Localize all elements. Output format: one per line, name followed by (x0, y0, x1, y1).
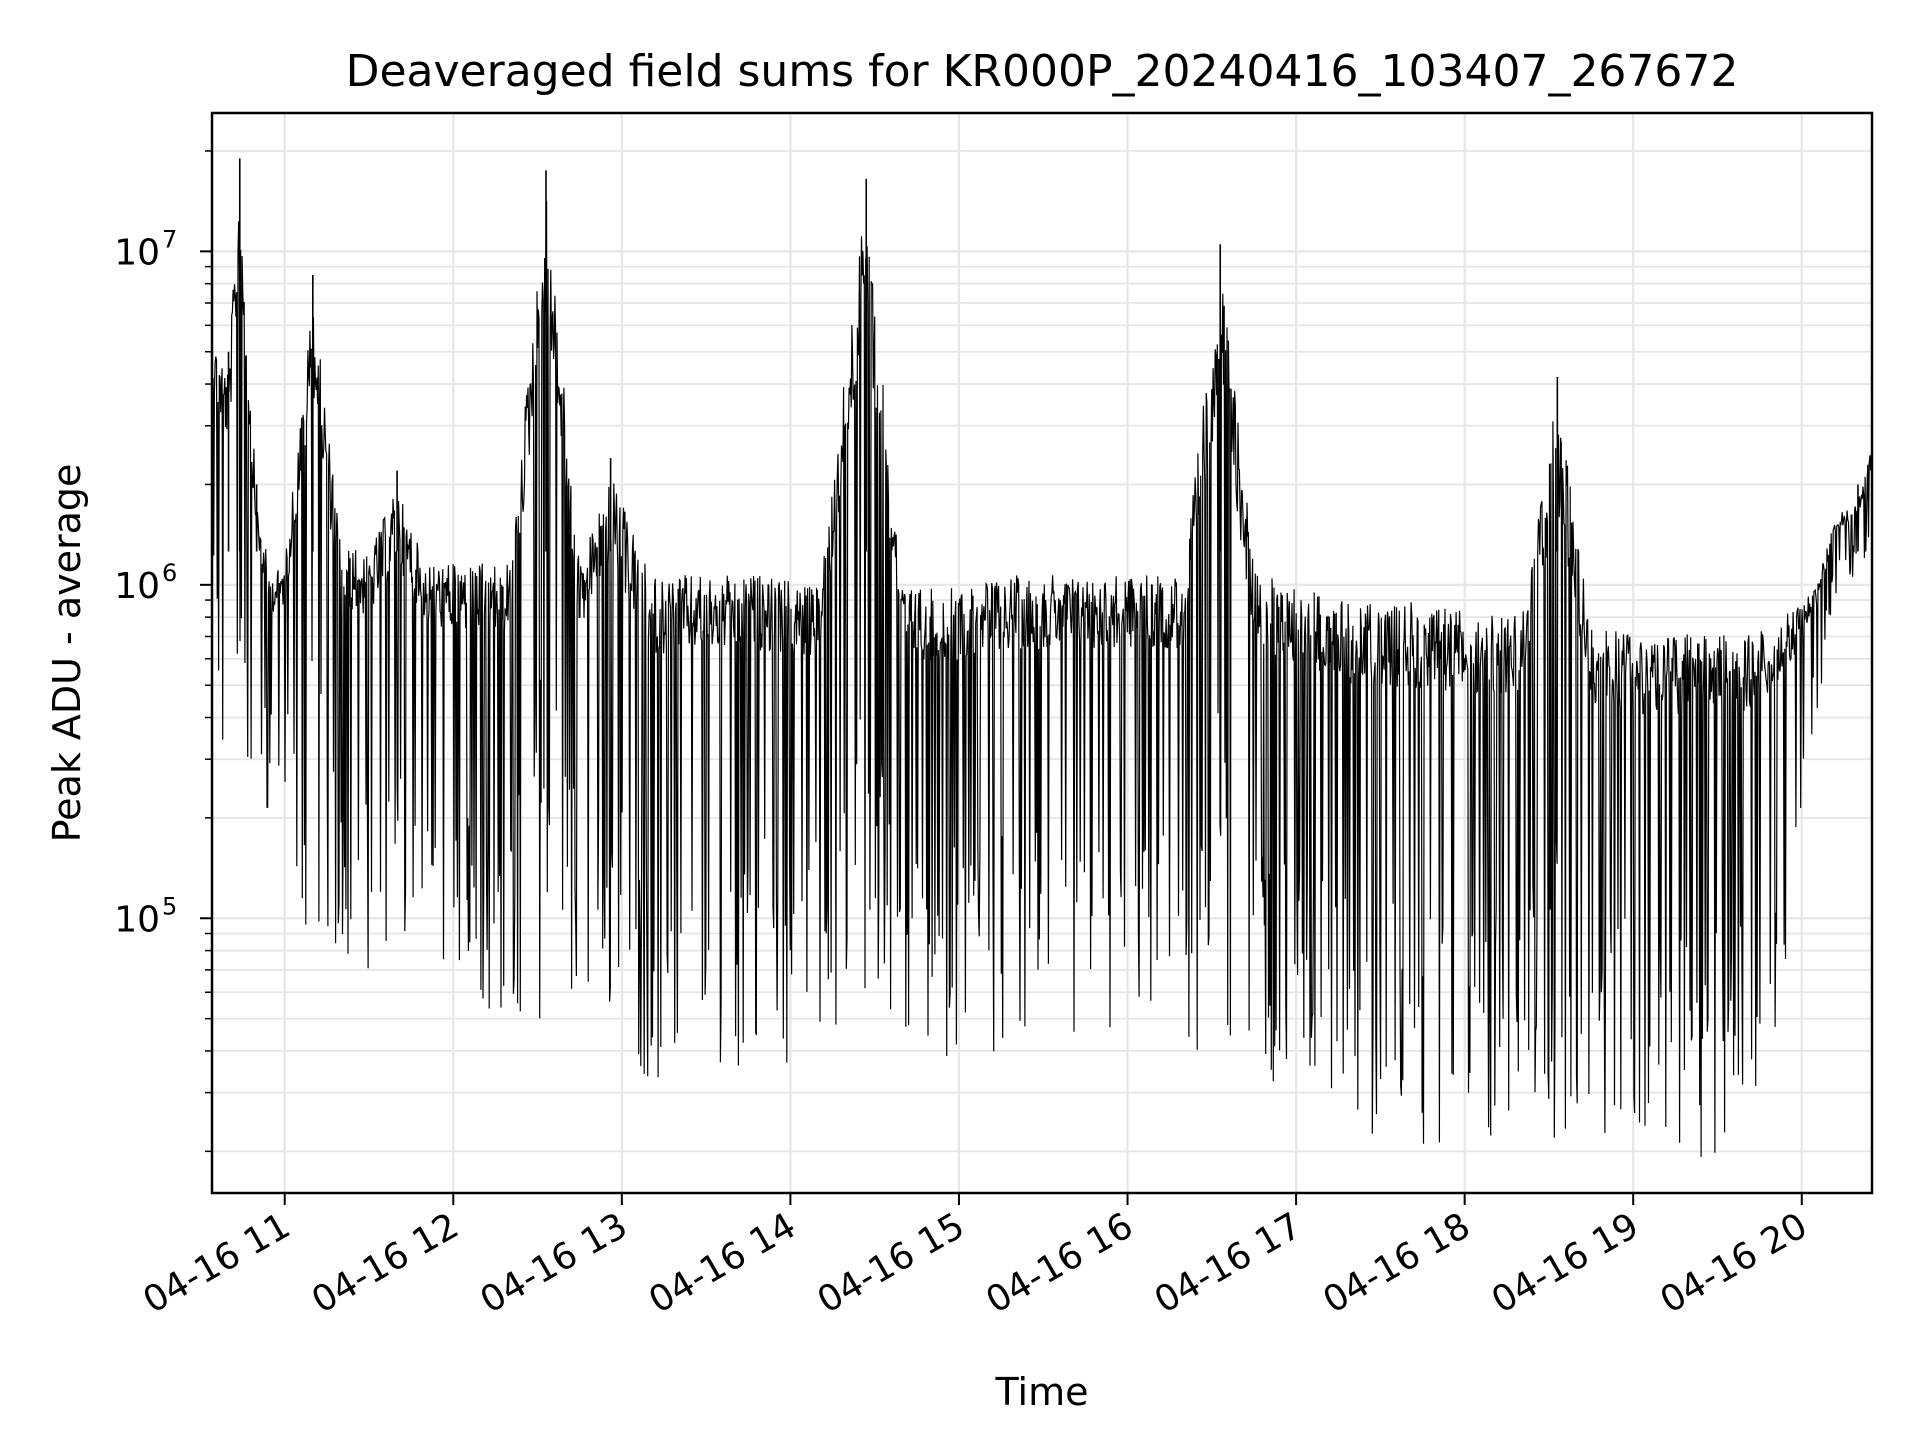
y-axis-label: Peak ADU - average (45, 464, 89, 843)
y-tick-exponent: 7 (162, 225, 177, 253)
y-tick-base: 10 (114, 566, 160, 607)
y-tick-base: 10 (114, 899, 160, 940)
plot-area (212, 158, 1872, 1157)
y-tick-exponent: 6 (162, 559, 177, 587)
plot-frame (210, 111, 1874, 1195)
y-tick-exponent: 5 (162, 892, 177, 920)
series-line (212, 201, 1872, 1157)
y-tick-label: 10 (114, 566, 160, 607)
y-tick-label: 10 (114, 899, 160, 940)
y-tick-base: 10 (114, 232, 160, 273)
y-tick-label: 10 (114, 232, 160, 273)
chart-title: Deaveraged field sums for KR000P_2024041… (346, 46, 1739, 97)
x-axis-label: Time (995, 1370, 1089, 1414)
